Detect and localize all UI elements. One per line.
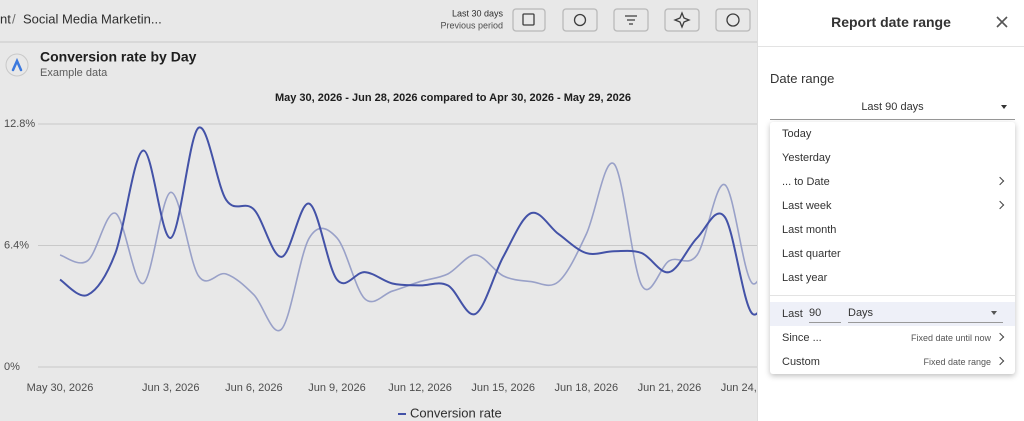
breadcrumb[interactable]: Social Media Marketin...: [23, 11, 162, 26]
y-tick-label: 0%: [4, 361, 20, 373]
menu-option[interactable]: Last month: [770, 218, 1015, 242]
sparkle-icon: [673, 11, 691, 29]
toolbar-buttons: [512, 8, 751, 32]
series-line: [59, 126, 864, 316]
menu-option[interactable]: Last week: [770, 194, 1015, 218]
modal-backdrop[interactable]: [0, 0, 757, 421]
close-button[interactable]: [994, 14, 1010, 30]
unit-text: Days: [848, 307, 874, 319]
x-tick-label: May 30, 2026: [27, 382, 94, 394]
series-line: [59, 162, 864, 332]
date-range-menu: Last 90 Days Since ... Fixed date until n…: [770, 122, 1015, 374]
source-logo: [5, 53, 29, 77]
last-unit[interactable]: Days: [848, 304, 1003, 323]
history-icon: [573, 13, 587, 27]
option-hint: Fixed date range: [923, 357, 991, 367]
toolbar-comparison[interactable]: Previous period: [440, 20, 503, 30]
breadcrumb-separator: /: [12, 11, 16, 26]
option-label: Last month: [782, 224, 837, 236]
caret: [991, 311, 997, 315]
y-tick-label: 6.4%: [4, 239, 29, 251]
option-label: Since ...: [782, 332, 822, 344]
selected-range: Last 90 days: [861, 101, 924, 113]
logo-mark: [11, 57, 23, 72]
panel-header: Report date range: [758, 0, 1024, 47]
chevron: [995, 356, 1005, 366]
chart-subtitle: May 30, 2026 - Jun 28, 2026 compared to …: [275, 92, 631, 104]
last-count[interactable]: 90: [809, 304, 841, 323]
option-label: Last quarter: [782, 248, 841, 260]
chevron: [995, 200, 1005, 210]
menu-option[interactable]: ... to Date: [770, 170, 1015, 194]
y-tick-label: 12.8%: [4, 118, 35, 130]
chevron: [995, 332, 1005, 342]
option-hint: Fixed date until now: [910, 333, 991, 343]
ai-button[interactable]: [664, 8, 700, 32]
panel-title: Report date range: [831, 14, 951, 30]
menu-option[interactable]: Yesterday: [770, 146, 1015, 170]
x-tick-label: Jun 15, 2026: [471, 382, 535, 394]
toolbar-period[interactable]: Last 30 days: [452, 8, 504, 18]
x-tick-label: Jun 12, 2026: [388, 382, 452, 394]
field-label: Date range: [770, 71, 835, 86]
chart-title: Conversion rate by Day: [40, 49, 197, 65]
x-tick-label: Jun 18, 2026: [554, 382, 618, 394]
since-option[interactable]: Since ... Fixed date until now: [770, 326, 1015, 350]
option-label: Last week: [782, 200, 832, 212]
last-n-row[interactable]: Last 90 Days: [770, 302, 1015, 326]
legend-label: Conversion rate: [410, 405, 502, 420]
date-range-select[interactable]: Last 90 days: [770, 96, 1015, 120]
last-prefix: Last: [782, 308, 803, 320]
palette-icon: [726, 13, 740, 27]
menu-option[interactable]: Last quarter: [770, 242, 1015, 266]
menu-divider: [770, 295, 1015, 296]
chevron: [995, 176, 1005, 186]
x-tick-label: Jun 9, 2026: [308, 382, 366, 394]
x-tick-label: Jun 21, 2026: [638, 382, 702, 394]
calendar-icon: [522, 13, 535, 26]
x-tick-label: Jun 3, 2026: [142, 382, 200, 394]
menu-option[interactable]: Today: [770, 122, 1015, 146]
filter-icon: [625, 15, 637, 25]
date-range-panel: Report date range Date range Last 90 day…: [757, 0, 1024, 421]
theme-button[interactable]: [715, 8, 751, 32]
plot: 0% 6.4% 12.8% May 30, 2026 Jun 3, 2026 Jun 6,…: [4, 118, 1000, 420]
option-label: Today: [782, 128, 812, 140]
history-button[interactable]: [562, 8, 598, 32]
chart-source: Example data: [40, 67, 108, 79]
breadcrumb[interactable]: nt: [0, 11, 11, 26]
menu-option[interactable]: Last year: [770, 266, 1015, 290]
x-tick-label: Jun 6, 2026: [225, 382, 283, 394]
calendar-button[interactable]: [512, 8, 546, 32]
option-label: Custom: [782, 356, 820, 368]
custom-option[interactable]: Custom Fixed date range: [770, 350, 1015, 374]
caret: [1001, 105, 1007, 109]
option-label: Last year: [782, 272, 828, 284]
option-label: Yesterday: [782, 152, 831, 164]
option-label: ... to Date: [782, 176, 830, 188]
